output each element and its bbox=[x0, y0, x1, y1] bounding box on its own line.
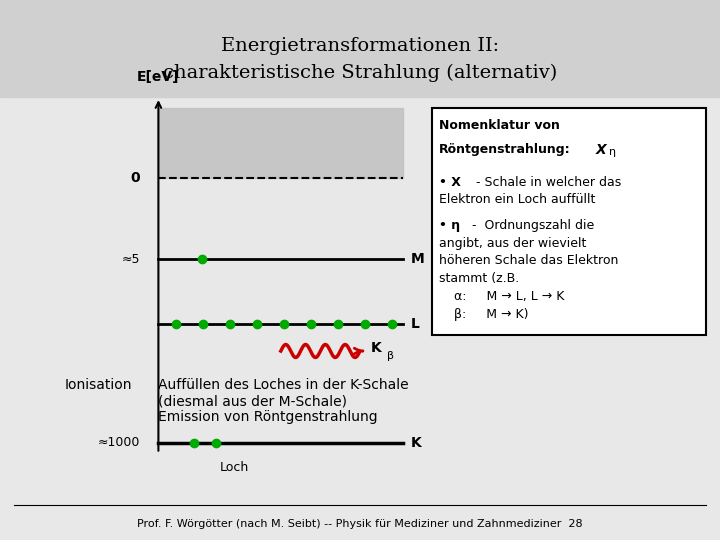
Text: β: β bbox=[387, 352, 394, 361]
Text: X: X bbox=[596, 143, 607, 157]
Text: Nomenklatur von: Nomenklatur von bbox=[439, 119, 560, 132]
Text: ≈5: ≈5 bbox=[122, 253, 140, 266]
Text: • X: • X bbox=[439, 176, 461, 188]
Text: E[eV]: E[eV] bbox=[137, 70, 180, 84]
Text: η: η bbox=[609, 147, 616, 157]
Text: höheren Schale das Elektron: höheren Schale das Elektron bbox=[439, 254, 618, 267]
Text: Prof. F. Wörgötter (nach M. Seibt) -- Physik für Mediziner und Zahnmediziner  28: Prof. F. Wörgötter (nach M. Seibt) -- Ph… bbox=[138, 519, 582, 529]
Text: Energietransformationen II:: Energietransformationen II: bbox=[221, 37, 499, 55]
Text: stammt (z.B.: stammt (z.B. bbox=[439, 272, 519, 285]
Text: -  Ordnungszahl die: - Ordnungszahl die bbox=[468, 219, 594, 232]
Text: Elektron ein Loch auffüllt: Elektron ein Loch auffüllt bbox=[439, 193, 595, 206]
Text: 0: 0 bbox=[131, 171, 140, 185]
Bar bbox=[432, 108, 706, 335]
Text: Röntgenstrahlung:: Röntgenstrahlung: bbox=[439, 143, 571, 156]
Text: M: M bbox=[410, 252, 424, 266]
Text: ≈1000: ≈1000 bbox=[98, 436, 140, 449]
Text: K: K bbox=[410, 436, 421, 450]
Text: angibt, aus der wievielt: angibt, aus der wievielt bbox=[439, 237, 587, 249]
Text: L: L bbox=[410, 317, 419, 331]
Text: α:     M → L, L → K: α: M → L, L → K bbox=[454, 290, 564, 303]
Text: K: K bbox=[371, 341, 382, 355]
Text: β:     M → K): β: M → K) bbox=[454, 308, 528, 321]
Text: Ionisation: Ionisation bbox=[65, 378, 132, 392]
Text: charakteristische Strahlung (alternativ): charakteristische Strahlung (alternativ) bbox=[163, 64, 557, 82]
Text: Auffüllen des Loches in der K-Schale
(diesmal aus der M-Schale)
Emission von Rön: Auffüllen des Loches in der K-Schale (di… bbox=[158, 378, 409, 424]
Text: - Schale in welcher das: - Schale in welcher das bbox=[472, 176, 621, 188]
Text: Loch: Loch bbox=[220, 461, 248, 474]
Bar bbox=[158, 108, 403, 178]
Text: • η: • η bbox=[439, 219, 460, 232]
Bar bbox=[0, 0, 720, 97]
